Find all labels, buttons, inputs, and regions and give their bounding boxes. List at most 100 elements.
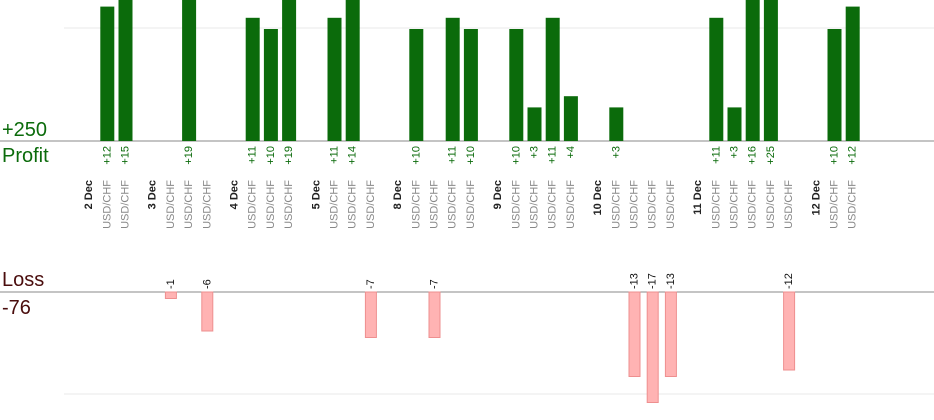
pair-label: USD/CHF <box>101 180 113 229</box>
profit-bar <box>609 107 624 141</box>
profit-bar <box>727 107 742 141</box>
date-label: 2 Dec <box>83 180 95 209</box>
profit-value-label: +10 <box>265 146 277 165</box>
pair-label: USD/CHF <box>665 180 677 229</box>
pair-label: USD/CHF <box>547 180 559 229</box>
loss-value-label: -7 <box>365 279 377 289</box>
profit-value-label: +19 <box>183 146 195 165</box>
loss-value-label: -7 <box>429 279 441 289</box>
pair-label: USD/CHF <box>120 180 132 229</box>
pair-label: USD/CHF <box>765 180 777 229</box>
pair-label: USD/CHF <box>347 180 359 229</box>
loss-total: -76 <box>2 297 31 319</box>
loss-value-label: -12 <box>783 273 795 289</box>
date-label: 11 Dec <box>692 180 704 215</box>
profit-bar <box>445 17 460 141</box>
pair-label: USD/CHF <box>429 180 441 229</box>
loss-label: Loss <box>2 269 45 291</box>
profit-bar <box>345 0 360 142</box>
pair-label: USD/CHF <box>783 180 795 229</box>
pair-label: USD/CHF <box>729 180 741 229</box>
profit-value-label: +14 <box>347 146 359 165</box>
pair-label: USD/CHF <box>847 180 859 229</box>
profit-bar <box>282 0 297 141</box>
pair-label: USD/CHF <box>465 180 477 229</box>
profit-bar <box>827 29 842 141</box>
profit-value-label: +11 <box>447 146 459 164</box>
date-label: 9 Dec <box>492 180 504 209</box>
loss-bar <box>428 291 441 338</box>
profit-value-label: +12 <box>847 146 859 165</box>
profit-bar <box>327 17 342 141</box>
pair-label: USD/CHF <box>283 180 295 229</box>
loss-value-label: -13 <box>629 273 641 289</box>
profit-value-label: +10 <box>510 146 522 165</box>
pair-label: USD/CHF <box>410 180 422 229</box>
pair-label: USD/CHF <box>365 180 377 229</box>
profit-bar <box>709 17 724 141</box>
profit-bar <box>745 0 760 141</box>
loss-value-label: -1 <box>165 279 177 289</box>
loss-bar <box>646 291 659 403</box>
pair-label: USD/CHF <box>629 180 641 229</box>
profit-label: Profit <box>2 145 49 167</box>
profit-bar <box>763 0 778 141</box>
loss-bar <box>628 291 641 377</box>
profit-value-label: +3 <box>529 146 541 159</box>
profit-value-label: +11 <box>547 146 559 164</box>
date-label: 4 Dec <box>229 180 241 209</box>
profit-bar <box>100 6 115 141</box>
pair-label: USD/CHF <box>529 180 541 229</box>
loss-bar <box>783 291 796 371</box>
pair-label: USD/CHF <box>329 180 341 229</box>
profit-value-label: +11 <box>710 146 722 164</box>
profit-value-label: +16 <box>747 146 759 165</box>
loss-bar <box>201 291 214 332</box>
profit-bar <box>263 29 278 141</box>
loss-bar <box>664 291 677 377</box>
profit-value-label: +19 <box>283 146 295 165</box>
pair-label: USD/CHF <box>201 180 213 229</box>
profit-bar <box>527 107 542 141</box>
loss-value-label: -17 <box>647 273 659 289</box>
profit-value-label: +3 <box>729 146 741 159</box>
date-label: 10 Dec <box>592 180 604 215</box>
loss-bar <box>164 291 177 299</box>
profit-bar <box>463 29 478 141</box>
loss-value-label: -13 <box>665 273 677 289</box>
profit-bar <box>409 29 424 141</box>
pair-label: USD/CHF <box>447 180 459 229</box>
profit-bar <box>563 96 578 141</box>
profit-bar <box>118 0 133 141</box>
pair-label: USD/CHF <box>747 180 759 229</box>
pair-label: USD/CHF <box>165 180 177 229</box>
date-label: 12 Dec <box>810 180 822 215</box>
profit-value-label: +3 <box>610 146 622 159</box>
pair-label: USD/CHF <box>247 180 259 229</box>
profit-bar <box>509 29 524 141</box>
pair-label: USD/CHF <box>265 180 277 229</box>
pair-label: USD/CHF <box>183 180 195 229</box>
pair-label: USD/CHF <box>829 180 841 229</box>
profit-bar <box>182 0 197 141</box>
profit-bar <box>845 6 860 141</box>
date-label: 3 Dec <box>147 180 159 209</box>
pair-label: USD/CHF <box>710 180 722 229</box>
loss-bar <box>364 291 377 338</box>
profit-value-label: +11 <box>247 146 259 164</box>
profit-value-label: +10 <box>829 146 841 165</box>
pair-label: USD/CHF <box>510 180 522 229</box>
loss-value-label: -6 <box>201 279 213 289</box>
pair-label: USD/CHF <box>610 180 622 229</box>
profit-value-label: +12 <box>101 146 113 165</box>
pair-label: USD/CHF <box>647 180 659 229</box>
profit-total: +250 <box>2 119 48 141</box>
date-label: 5 Dec <box>310 180 322 209</box>
profit-value-label: +10 <box>410 146 422 165</box>
profit-value-label: +15 <box>120 146 132 165</box>
profit-value-label: +4 <box>565 146 577 159</box>
profit-bar <box>545 17 560 141</box>
date-label: 8 Dec <box>392 180 404 209</box>
pair-label: USD/CHF <box>565 180 577 229</box>
